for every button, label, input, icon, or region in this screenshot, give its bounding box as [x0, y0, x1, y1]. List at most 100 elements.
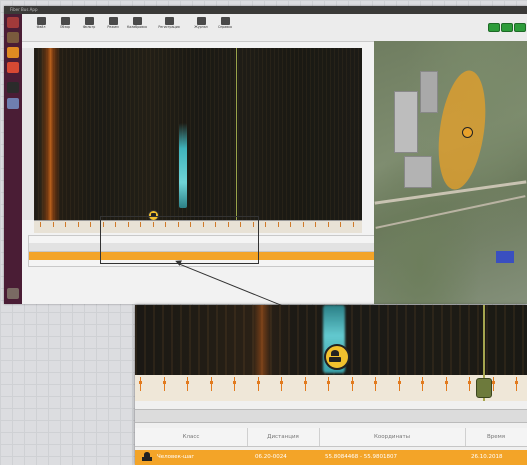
ruler-tick: [65, 222, 66, 227]
toolbar-calibration-button[interactable]: Калибровка: [126, 17, 148, 37]
launcher-chrome-icon[interactable]: [7, 62, 19, 73]
ruler-tick: [265, 222, 266, 227]
ruler-tick: [252, 222, 254, 227]
ruler-tick: [115, 222, 116, 227]
view-icon: [60, 17, 70, 25]
toolbar-help-button[interactable]: Справка: [214, 17, 236, 37]
ruler-tick: [350, 377, 354, 391]
toolbar-button-label: Калибровка: [126, 25, 148, 29]
toolbar-button-label: Режим: [107, 25, 119, 29]
ruler-tick: [40, 222, 41, 227]
ruler-tick: [303, 377, 307, 391]
status-indicator-1: [488, 23, 500, 32]
ruler-tick: [215, 222, 216, 227]
system-top-bar: Fiber Bus App: [4, 6, 527, 14]
ruler-tick: [280, 377, 283, 391]
toolbar-journal-button[interactable]: Журнал: [190, 17, 212, 37]
waterfall-noise: [34, 48, 362, 220]
toolbar-filter-button[interactable]: Фильтр: [78, 17, 100, 37]
calibration-icon: [132, 17, 142, 25]
launcher-terminal-icon[interactable]: [7, 82, 19, 93]
person-event-marker-icon[interactable]: [324, 344, 350, 370]
zoomed-distance-cursor: [483, 305, 485, 401]
zoomed-distance-ruler: [135, 375, 527, 401]
column-header-distance[interactable]: Дистанция: [247, 428, 320, 446]
zoomed-separator: [135, 409, 527, 423]
events-table: [28, 235, 375, 267]
ruler-tick: [374, 377, 377, 391]
journal-icon: [196, 17, 206, 25]
ruler-tick: [102, 222, 104, 227]
toolbar-view-button[interactable]: Обзор: [54, 17, 76, 37]
zoomed-table-header: Класс Дистанция Координаты Время: [135, 428, 527, 447]
toolbar-button-label: Файл: [36, 25, 46, 29]
ruler-tick: [233, 377, 236, 391]
map-event-pin-icon[interactable]: [462, 127, 473, 138]
ruler-tick: [152, 222, 154, 227]
ruler-tick: [302, 222, 304, 227]
ruler-tick: [139, 377, 142, 391]
toolbar-registration-button[interactable]: Регистрация: [154, 17, 184, 37]
ruler-tick: [327, 377, 330, 391]
ruler-tick: [162, 377, 166, 391]
toolbar-button-label: Фильтр: [82, 25, 96, 29]
main-toolbar: Файл Обзор Фильтр Режим Калибровка Регис…: [22, 14, 527, 42]
zoomed-heat-band: [253, 305, 271, 375]
ruler-tick: [186, 377, 189, 391]
zoomed-table-row-selected[interactable]: Человек-шаг 06.20-0024 55.8084468 - 55.9…: [135, 450, 527, 465]
ruler-tick: [209, 377, 213, 391]
person-class-icon: [142, 452, 152, 462]
ruler-tick: [352, 222, 354, 227]
status-indicator-2: [501, 23, 513, 32]
map-building: [404, 156, 432, 188]
ruler-tick: [90, 222, 91, 227]
map-building: [420, 71, 438, 113]
zoomed-detail-view: Класс Дистанция Координаты Время Человек…: [135, 305, 527, 465]
zoom-selection-box: [100, 216, 259, 264]
column-header-class[interactable]: Класс: [135, 428, 248, 446]
ruler-tick: [227, 222, 229, 227]
ruler-tick: [315, 222, 316, 227]
waterfall-display[interactable]: [34, 48, 362, 220]
detected-signal-trace: [179, 123, 187, 208]
toolbar-button-label: Регистрация: [158, 25, 180, 29]
ruler-tick: [421, 377, 424, 391]
window-title: Fiber Bus App: [10, 7, 38, 12]
filter-icon: [84, 17, 94, 25]
events-table-row-selected[interactable]: [29, 252, 374, 260]
ruler-tick: [468, 377, 471, 391]
launcher-files-icon[interactable]: [7, 32, 19, 43]
toolbar-button-label: Справка: [217, 25, 233, 29]
toolbar-mode-button[interactable]: Режим: [102, 17, 124, 37]
distance-ruler: [34, 220, 362, 233]
satellite-map[interactable]: [374, 41, 527, 304]
ruler-tick: [177, 222, 179, 227]
ruler-tick: [444, 377, 448, 391]
map-building-blue-roof: [496, 251, 514, 263]
cursor-handle-icon[interactable]: [476, 378, 492, 398]
help-icon: [220, 17, 230, 25]
launcher-browser-icon[interactable]: [7, 47, 19, 58]
ruler-tick: [515, 377, 518, 391]
ruler-tick: [491, 377, 495, 391]
launcher-drive-icon[interactable]: [7, 98, 19, 109]
ruler-tick: [165, 222, 166, 227]
ruler-tick: [290, 222, 291, 227]
cell-time: 26.10.2018: [471, 454, 503, 460]
ruler-tick: [277, 222, 279, 227]
distance-cursor[interactable]: [236, 48, 237, 230]
app-launcher: [4, 14, 22, 304]
registration-icon: [164, 17, 174, 25]
launcher-home-icon[interactable]: [7, 17, 19, 28]
ruler-tick: [340, 222, 341, 227]
column-header-time[interactable]: Время: [465, 428, 527, 446]
waterfall-panel-title: [28, 41, 368, 47]
events-table-header: [29, 243, 374, 252]
ruler-tick: [190, 222, 191, 227]
toolbar-file-button[interactable]: Файл: [30, 17, 52, 37]
launcher-trash-icon[interactable]: [7, 288, 19, 299]
cell-class: Человек-шаг: [157, 454, 195, 460]
ruler-tick: [52, 222, 54, 227]
application-window: Fiber Bus App Файл Обзор Фильтр Режим Ка…: [4, 6, 527, 304]
column-header-coordinates[interactable]: Координаты: [319, 428, 466, 446]
